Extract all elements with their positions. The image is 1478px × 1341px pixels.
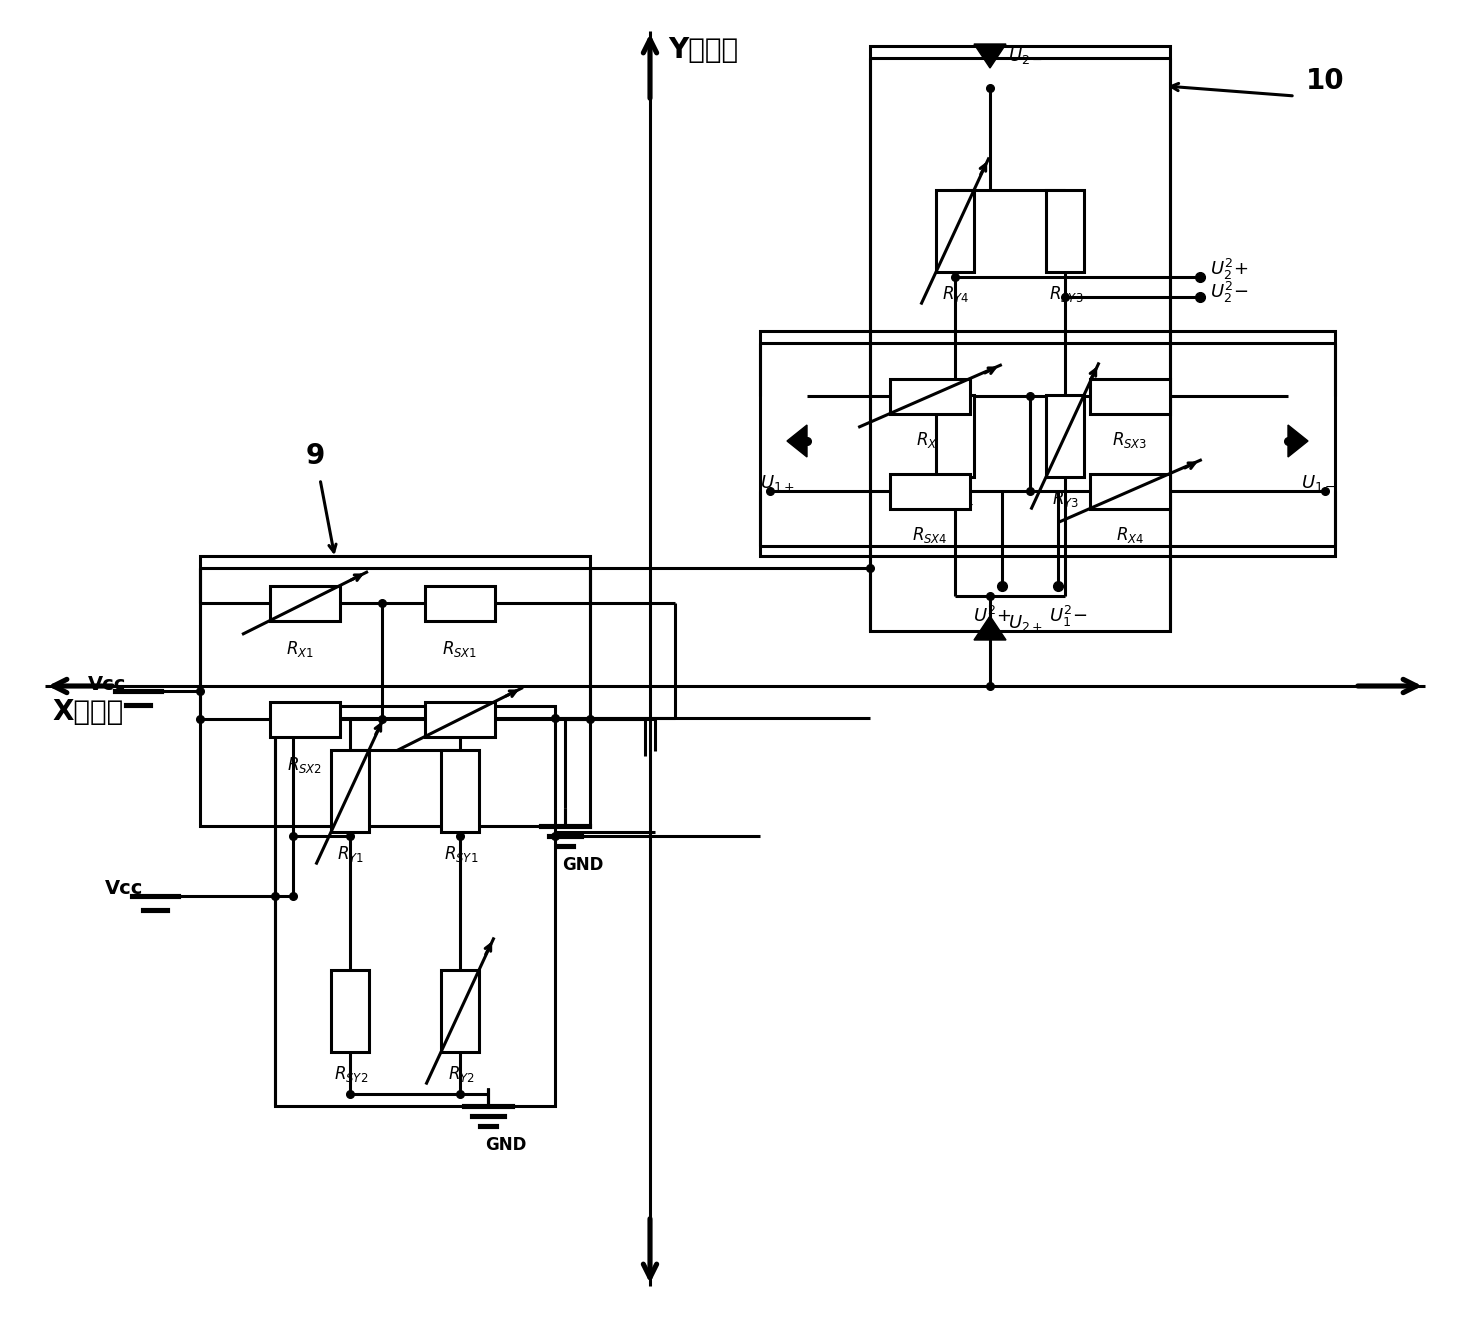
Text: Vcc: Vcc <box>105 880 143 898</box>
Polygon shape <box>974 44 1007 68</box>
Bar <box>426 701 495 736</box>
Bar <box>275 705 556 1106</box>
Text: $R_{SY4}$: $R_{SY4}$ <box>939 489 974 510</box>
Text: $U_2^2\!-$: $U_2^2\!-$ <box>1210 280 1249 304</box>
Text: $R_{SX4}$: $R_{SX4}$ <box>912 524 947 544</box>
Text: $R_{SX3}$: $R_{SX3}$ <box>1113 429 1148 449</box>
Polygon shape <box>1287 425 1308 457</box>
Bar <box>270 586 340 621</box>
Text: $U_{1+}$: $U_{1+}$ <box>760 473 795 493</box>
Text: $R_{X4}$: $R_{X4}$ <box>1116 524 1144 544</box>
Bar <box>936 396 974 477</box>
Bar <box>270 701 340 736</box>
Text: X敏感轴: X敏感轴 <box>52 699 123 725</box>
Bar <box>890 378 970 413</box>
Bar <box>1046 190 1083 272</box>
Text: $R_{SY2}$: $R_{SY2}$ <box>334 1063 368 1084</box>
Text: 9: 9 <box>306 443 325 469</box>
Text: $R_{Y4}$: $R_{Y4}$ <box>943 284 970 304</box>
Bar <box>1089 473 1171 508</box>
Text: $R_{X3}$: $R_{X3}$ <box>916 429 944 449</box>
Polygon shape <box>786 425 807 457</box>
Text: $U_{2+}$: $U_{2+}$ <box>1008 613 1043 633</box>
Bar <box>871 46 1171 632</box>
Text: $U_{1-}$: $U_{1-}$ <box>1301 473 1336 493</box>
Bar <box>760 331 1335 557</box>
Bar <box>426 586 495 621</box>
Bar <box>440 750 479 831</box>
Text: $R_{SX1}$: $R_{SX1}$ <box>442 638 477 658</box>
Bar <box>890 473 970 508</box>
Text: 10: 10 <box>1305 67 1345 95</box>
Text: GND: GND <box>562 856 603 874</box>
Text: $R_{SY1}$: $R_{SY1}$ <box>443 843 479 864</box>
Text: $U_{2-}$: $U_{2-}$ <box>1008 46 1043 66</box>
Bar <box>200 557 590 826</box>
Bar <box>936 190 974 272</box>
Text: $R_{Y3}$: $R_{Y3}$ <box>1052 489 1079 510</box>
Text: $R_{SX2}$: $R_{SX2}$ <box>287 755 322 775</box>
Text: $U_1^2\!-$: $U_1^2\!-$ <box>1049 603 1088 629</box>
Bar <box>440 970 479 1051</box>
Text: Vcc: Vcc <box>87 675 126 693</box>
Bar <box>331 970 370 1051</box>
Text: $U_2^2\!+$: $U_2^2\!+$ <box>1210 256 1249 282</box>
Bar <box>1089 378 1171 413</box>
Text: $R_{SY3}$: $R_{SY3}$ <box>1049 284 1083 304</box>
Text: Y敏感轴: Y敏感轴 <box>668 36 738 64</box>
Polygon shape <box>974 616 1007 640</box>
Bar <box>331 750 370 831</box>
Text: $R_{Y1}$: $R_{Y1}$ <box>337 843 365 864</box>
Bar <box>1046 396 1083 477</box>
Text: $R_{X2}$: $R_{X2}$ <box>446 755 474 775</box>
Text: $U_1^2\!+$: $U_1^2\!+$ <box>973 603 1011 629</box>
Text: GND: GND <box>485 1136 526 1155</box>
Text: $R_{X1}$: $R_{X1}$ <box>287 638 313 658</box>
Text: $R_{Y2}$: $R_{Y2}$ <box>448 1063 474 1084</box>
